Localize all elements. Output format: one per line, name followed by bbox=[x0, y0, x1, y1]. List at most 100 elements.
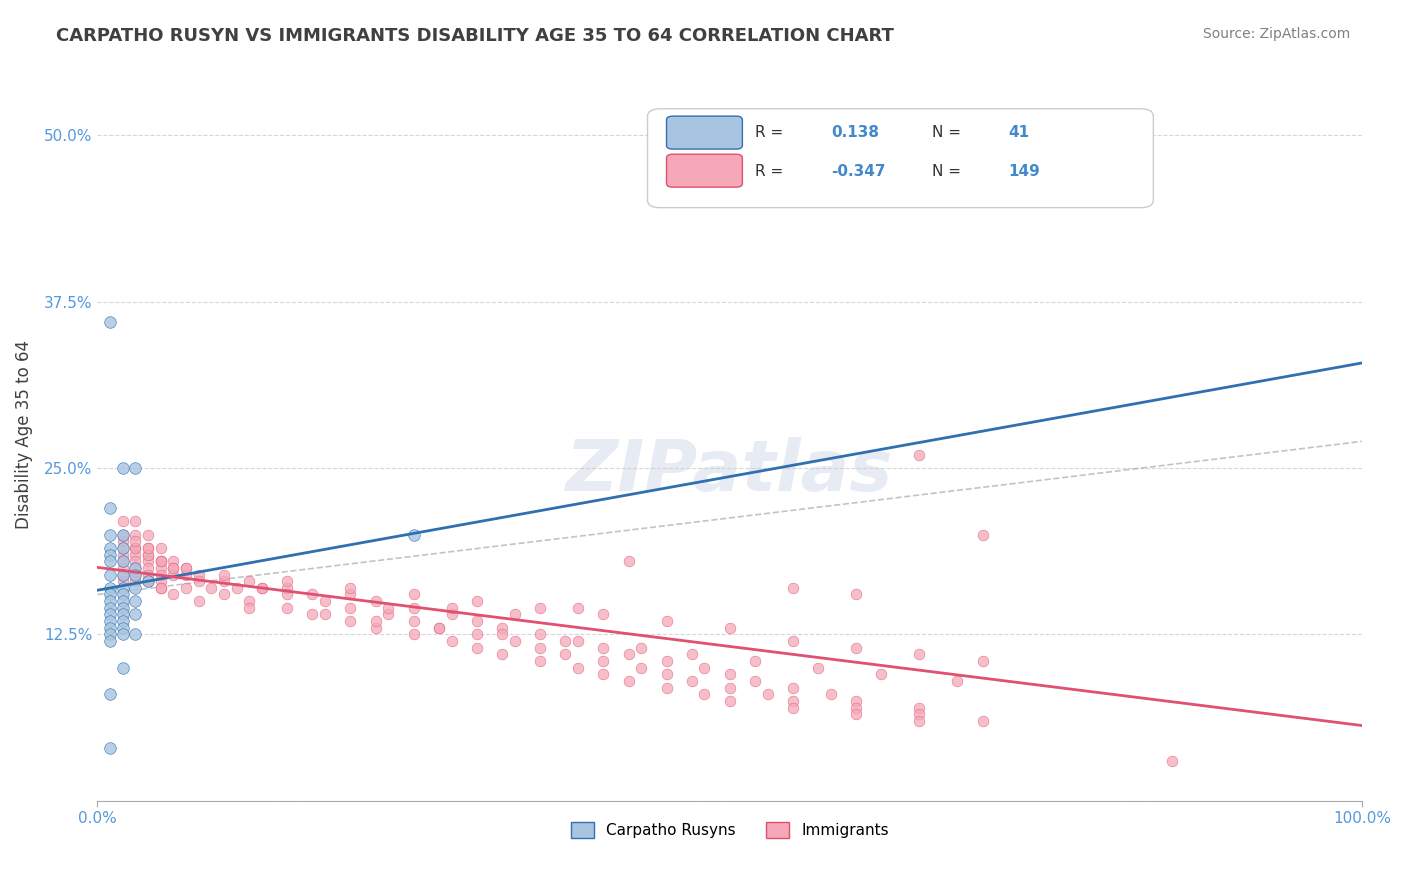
Point bbox=[276, 581, 298, 595]
Point bbox=[111, 621, 134, 635]
Point bbox=[149, 554, 172, 568]
Point bbox=[756, 687, 779, 701]
Point bbox=[98, 527, 121, 541]
Point bbox=[136, 548, 159, 562]
Point bbox=[149, 574, 172, 589]
Point bbox=[718, 681, 741, 695]
Point bbox=[567, 661, 589, 675]
Point bbox=[465, 640, 488, 655]
Y-axis label: Disability Age 35 to 64: Disability Age 35 to 64 bbox=[15, 340, 32, 529]
Point bbox=[212, 567, 235, 582]
Point bbox=[364, 614, 387, 628]
Point bbox=[718, 694, 741, 708]
Point bbox=[124, 567, 146, 582]
Point bbox=[377, 600, 399, 615]
Point bbox=[111, 541, 134, 555]
Point bbox=[554, 634, 576, 648]
Point bbox=[111, 574, 134, 589]
Point bbox=[908, 700, 931, 714]
Point bbox=[782, 634, 804, 648]
Point bbox=[238, 574, 260, 589]
Point bbox=[693, 687, 716, 701]
Text: R =: R = bbox=[755, 163, 783, 178]
Point bbox=[655, 614, 678, 628]
Point bbox=[845, 640, 868, 655]
Point bbox=[529, 600, 551, 615]
Point bbox=[187, 567, 209, 582]
Point bbox=[503, 634, 526, 648]
Point bbox=[630, 640, 652, 655]
Point bbox=[465, 627, 488, 641]
Point bbox=[972, 714, 994, 728]
Point bbox=[136, 567, 159, 582]
Point bbox=[111, 527, 134, 541]
Point bbox=[149, 554, 172, 568]
Point bbox=[276, 600, 298, 615]
Point bbox=[845, 707, 868, 722]
Point bbox=[225, 581, 247, 595]
Point bbox=[402, 587, 425, 601]
Text: N =: N = bbox=[932, 125, 962, 140]
Point bbox=[98, 740, 121, 755]
Point bbox=[98, 567, 121, 582]
Point bbox=[98, 581, 121, 595]
Point bbox=[111, 514, 134, 528]
Point bbox=[364, 594, 387, 608]
Point bbox=[491, 621, 513, 635]
Text: Source: ZipAtlas.com: Source: ZipAtlas.com bbox=[1202, 27, 1350, 41]
Point bbox=[98, 687, 121, 701]
Legend: Carpatho Rusyns, Immigrants: Carpatho Rusyns, Immigrants bbox=[565, 816, 894, 845]
FancyBboxPatch shape bbox=[648, 109, 1153, 208]
Point bbox=[111, 661, 134, 675]
Point bbox=[592, 654, 614, 668]
Point bbox=[111, 534, 134, 549]
Point bbox=[174, 581, 197, 595]
Point bbox=[149, 554, 172, 568]
Point bbox=[427, 621, 450, 635]
Point bbox=[250, 581, 273, 595]
Point bbox=[592, 607, 614, 622]
Point bbox=[529, 640, 551, 655]
Point bbox=[98, 600, 121, 615]
Point bbox=[908, 448, 931, 462]
Point bbox=[136, 541, 159, 555]
Point bbox=[946, 673, 969, 688]
Point bbox=[845, 587, 868, 601]
Point bbox=[111, 587, 134, 601]
Point bbox=[174, 561, 197, 575]
Point bbox=[111, 567, 134, 582]
Text: R =: R = bbox=[755, 125, 783, 140]
Point bbox=[136, 574, 159, 589]
Point bbox=[136, 554, 159, 568]
Point bbox=[149, 541, 172, 555]
Point bbox=[529, 654, 551, 668]
Point bbox=[567, 634, 589, 648]
Point bbox=[301, 607, 323, 622]
Point bbox=[1161, 754, 1184, 768]
Point bbox=[136, 561, 159, 575]
Point bbox=[908, 707, 931, 722]
Point bbox=[111, 554, 134, 568]
Point bbox=[681, 648, 703, 662]
Point bbox=[807, 661, 830, 675]
Point bbox=[655, 681, 678, 695]
Point bbox=[655, 654, 678, 668]
Point bbox=[111, 627, 134, 641]
Point bbox=[124, 541, 146, 555]
Point bbox=[136, 574, 159, 589]
Point bbox=[162, 561, 184, 575]
Point bbox=[162, 567, 184, 582]
Point bbox=[314, 594, 336, 608]
Point bbox=[617, 648, 640, 662]
Point bbox=[276, 587, 298, 601]
Point bbox=[554, 648, 576, 662]
Point bbox=[124, 607, 146, 622]
Point bbox=[136, 527, 159, 541]
Text: ZIPatlas: ZIPatlas bbox=[567, 437, 893, 506]
Point bbox=[491, 627, 513, 641]
Point bbox=[782, 681, 804, 695]
Point bbox=[162, 561, 184, 575]
Point bbox=[212, 574, 235, 589]
Point bbox=[124, 548, 146, 562]
Point bbox=[124, 581, 146, 595]
